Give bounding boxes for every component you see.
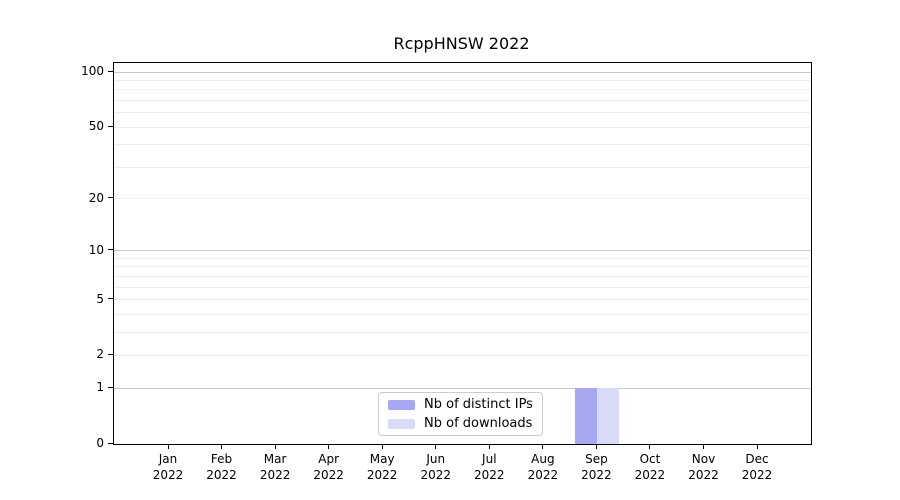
minor-gridline (114, 257, 811, 259)
y-tick-mark (108, 249, 113, 251)
minor-gridline (114, 166, 811, 168)
legend-row-distinct-ips: Nb of distinct IPs (379, 397, 542, 413)
x-tick-mark (435, 444, 437, 449)
x-axis-tick-label: Apr 2022 (313, 452, 344, 482)
minor-gridline (114, 99, 811, 101)
x-tick-mark (488, 444, 490, 449)
x-tick-mark (328, 444, 330, 449)
minor-gridline (114, 331, 811, 333)
legend-label-downloads: Nb of downloads (424, 416, 533, 431)
x-axis-tick-label: Mar 2022 (259, 452, 291, 482)
x-axis-tick-label: Jun 2022 (420, 452, 452, 482)
minor-gridline (114, 299, 811, 301)
x-tick-mark (542, 444, 544, 449)
x-axis-tick-label: Oct 2022 (634, 452, 666, 482)
minor-gridline (114, 126, 811, 128)
y-axis-tick-label: 2 (96, 347, 104, 362)
major-gridline (114, 387, 811, 389)
minor-gridline (114, 89, 811, 91)
x-tick-mark (381, 444, 383, 449)
y-axis-tick-label: 5 (96, 291, 104, 306)
x-axis-tick-label: Dec 2022 (741, 452, 773, 482)
y-axis-tick-label: 50 (88, 119, 104, 134)
x-axis-tick-label: Jul 2022 (474, 452, 505, 482)
minor-gridline (114, 313, 811, 315)
y-tick-mark (108, 197, 113, 199)
y-tick-mark (108, 298, 113, 300)
x-tick-mark (274, 444, 276, 449)
y-tick-mark (108, 125, 113, 127)
legend-swatch-distinct-ips (388, 399, 415, 410)
legend-label-distinct-ips: Nb of distinct IPs (424, 397, 533, 412)
x-axis-tick-label: Sep 2022 (581, 452, 612, 482)
x-tick-mark (703, 444, 704, 449)
x-tick-mark (167, 444, 169, 449)
x-axis-tick-label: Jan 2022 (152, 452, 184, 482)
major-gridline (114, 250, 811, 252)
y-tick-mark (108, 442, 113, 444)
y-axis-tick-label: 0 (96, 436, 104, 450)
minor-gridline (114, 144, 811, 146)
major-gridline (114, 71, 811, 73)
x-axis-tick-label: Nov 2022 (688, 452, 719, 482)
plot-area (113, 62, 812, 445)
legend-swatch-downloads (388, 418, 415, 429)
minor-gridline (114, 112, 811, 114)
bar-sep-2022-distinct-ips (575, 388, 598, 444)
x-axis-tick-label: May 2022 (366, 452, 398, 482)
y-tick-mark (108, 353, 113, 355)
x-axis-tick-label: Aug 2022 (527, 452, 559, 482)
x-tick-mark (649, 444, 651, 449)
minor-gridline (114, 286, 811, 288)
minor-gridline (114, 79, 811, 81)
x-tick-mark (595, 444, 597, 449)
chart-title: RcppHNSW 2022 (393, 34, 530, 53)
legend-row-downloads: Nb of downloads (379, 416, 542, 432)
y-axis-tick-label: 1 (96, 380, 104, 395)
bar-sep-2022-downloads (597, 388, 620, 444)
y-tick-mark (108, 70, 113, 72)
y-axis-tick-label: 20 (88, 190, 104, 205)
minor-gridline (114, 198, 811, 200)
y-tick-mark (108, 386, 113, 388)
x-tick-mark (756, 444, 758, 449)
minor-gridline (114, 266, 811, 268)
y-axis-tick-label: 10 (88, 242, 104, 257)
x-axis-tick-label: Feb 2022 (206, 452, 237, 482)
minor-gridline (114, 354, 811, 356)
y-axis-tick-label: 100 (81, 64, 104, 79)
legend: Nb of distinct IPs Nb of downloads (378, 392, 543, 436)
x-tick-mark (221, 444, 223, 449)
minor-gridline (114, 275, 811, 277)
